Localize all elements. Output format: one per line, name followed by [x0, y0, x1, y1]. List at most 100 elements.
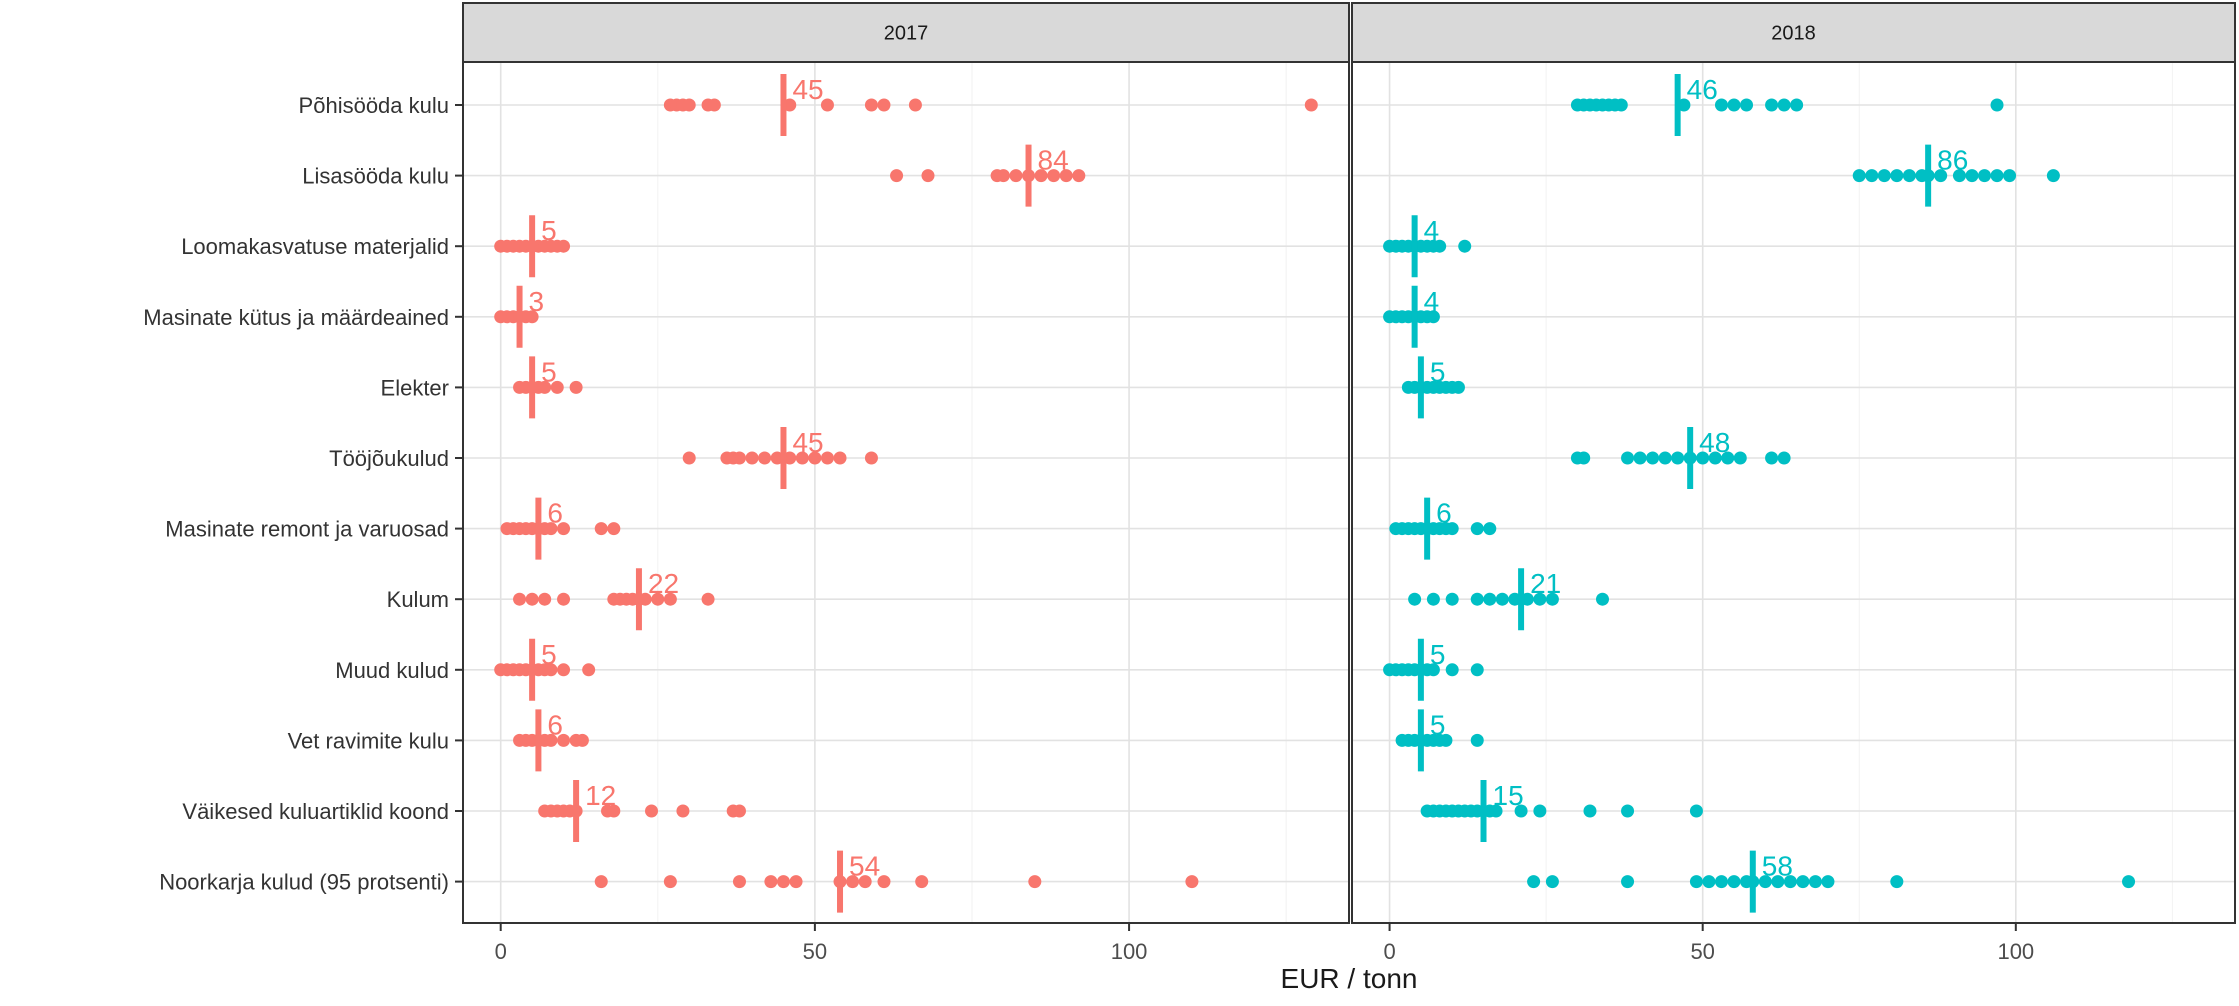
data-point [1445, 522, 1459, 536]
data-point [1451, 380, 1465, 394]
data-point [864, 451, 878, 465]
facet-strip-label: 2018 [1771, 23, 1816, 45]
data-point [1458, 239, 1472, 253]
data-point [513, 592, 527, 606]
data-point [1727, 875, 1741, 889]
data-point [663, 875, 677, 889]
data-point [645, 804, 659, 818]
data-point [758, 451, 772, 465]
data-point [1426, 663, 1440, 677]
data-point [1470, 522, 1484, 536]
data-point [1865, 169, 1879, 183]
x-tick-label: 50 [803, 939, 827, 964]
data-point [1708, 451, 1722, 465]
data-point [1890, 875, 1904, 889]
data-point [820, 451, 834, 465]
median-label: 5 [1430, 356, 1446, 387]
data-point [575, 733, 589, 747]
median-label: 58 [1762, 851, 1793, 882]
data-point [1426, 310, 1440, 324]
data-point [1902, 169, 1916, 183]
data-point [1696, 451, 1710, 465]
data-point [1621, 451, 1635, 465]
data-point [1777, 451, 1791, 465]
data-point [1890, 169, 1904, 183]
data-point [783, 98, 797, 112]
data-point [1765, 451, 1779, 465]
x-tick-label: 50 [1690, 939, 1714, 964]
y-category-label: Väikesed kuluartiklid koond [182, 799, 449, 824]
data-point [858, 875, 872, 889]
data-point [1527, 875, 1541, 889]
data-point [908, 98, 922, 112]
data-point [1577, 451, 1591, 465]
data-point [2046, 169, 2060, 183]
data-point [682, 98, 696, 112]
data-point [1877, 169, 1891, 183]
data-point [783, 451, 797, 465]
data-point [1765, 98, 1779, 112]
data-point [820, 98, 834, 112]
x-tick-label: 100 [1997, 939, 2034, 964]
median-label: 46 [1687, 74, 1718, 105]
data-point [638, 592, 652, 606]
data-point [1689, 804, 1703, 818]
y-category-label: Põhisööda kulu [299, 93, 449, 118]
data-point [1433, 239, 1447, 253]
data-point [1714, 875, 1728, 889]
data-point [1852, 169, 1866, 183]
data-point [557, 733, 571, 747]
data-point [607, 804, 621, 818]
data-point [1520, 592, 1534, 606]
data-point [915, 875, 929, 889]
data-point [1408, 592, 1422, 606]
median-label: 5 [541, 639, 557, 670]
x-tick-label: 0 [1383, 939, 1395, 964]
data-point [1614, 98, 1628, 112]
data-point [569, 380, 583, 394]
y-category-label: Masinate remont ja varuosad [165, 517, 449, 542]
data-point [1978, 169, 1992, 183]
median-label: 21 [1530, 568, 1561, 599]
data-point [1470, 663, 1484, 677]
data-point [1740, 98, 1754, 112]
data-point [1545, 875, 1559, 889]
median-label: 86 [1937, 145, 1968, 176]
data-point [833, 451, 847, 465]
data-point [890, 169, 904, 183]
data-point [1047, 169, 1061, 183]
data-point [1470, 592, 1484, 606]
data-point [544, 522, 558, 536]
data-point [1059, 169, 1073, 183]
data-point [607, 522, 621, 536]
data-point [594, 522, 608, 536]
data-point [1508, 592, 1522, 606]
median-label: 45 [792, 74, 823, 105]
data-point [1304, 98, 1318, 112]
data-point [582, 663, 596, 677]
data-point [538, 380, 552, 394]
data-point [1489, 804, 1503, 818]
data-point [996, 169, 1010, 183]
data-point [663, 592, 677, 606]
median-label: 5 [1430, 709, 1446, 740]
y-category-label: Loomakasvatuse materjalid [181, 234, 449, 259]
median-label: 12 [585, 780, 616, 811]
data-point [2003, 169, 2017, 183]
median-label: 15 [1493, 780, 1524, 811]
data-point [1796, 875, 1810, 889]
y-category-label: Noorkarja kulud (95 protsenti) [159, 870, 449, 895]
data-point [1445, 592, 1459, 606]
data-point [1533, 804, 1547, 818]
data-point [538, 592, 552, 606]
data-point [525, 592, 539, 606]
data-point [770, 451, 784, 465]
data-point [1990, 169, 2004, 183]
data-point [557, 522, 571, 536]
data-point [1533, 592, 1547, 606]
data-point [594, 875, 608, 889]
median-label: 48 [1699, 427, 1730, 458]
data-point [1495, 592, 1509, 606]
data-point [1965, 169, 1979, 183]
data-point [525, 310, 539, 324]
